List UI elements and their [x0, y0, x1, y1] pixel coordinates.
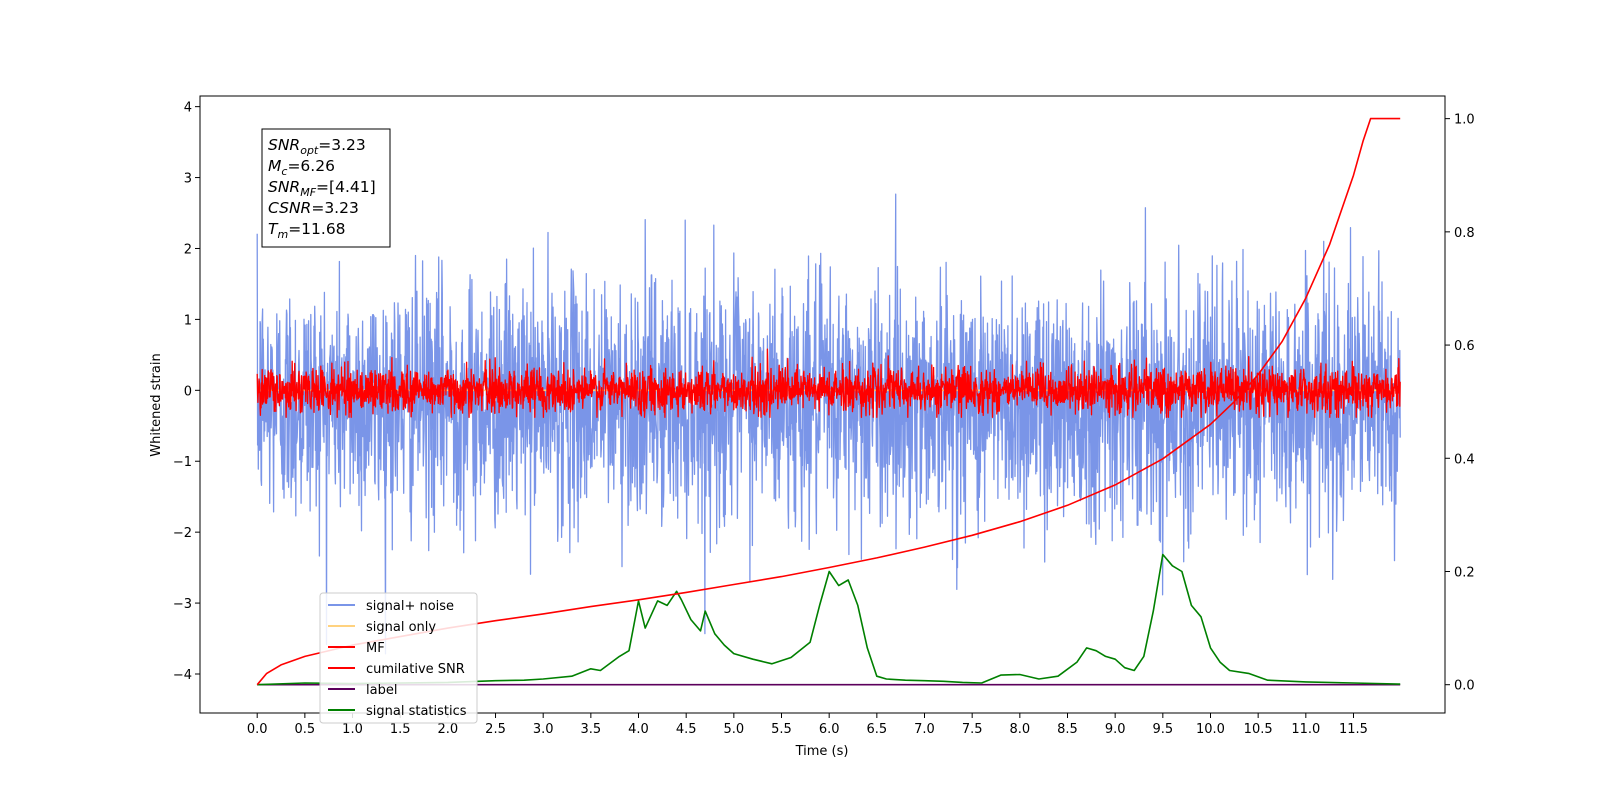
x-tick-label: 8.5 — [1057, 722, 1078, 737]
x-tick-label: 11.5 — [1339, 722, 1368, 737]
x-tick-label: 0.0 — [247, 722, 268, 737]
y-axis-label: Whitened strain — [149, 353, 164, 456]
y2-tick-label: 0.4 — [1454, 452, 1475, 467]
x-tick-label: 10.5 — [1244, 722, 1273, 737]
x-tick-label: 3.5 — [581, 722, 602, 737]
annotation-line: CSNR=3.23 — [268, 199, 359, 217]
y-axis-right: 1.0 0.8 0.6 0.4 0.2 0.0 — [1445, 113, 1475, 694]
y-tick-label: −2 — [173, 526, 192, 541]
y-tick-label: 2 — [184, 242, 192, 257]
legend: signal+ noise signal only MF cumilative SNR… — [319, 592, 478, 724]
x-tick-label: 1.0 — [342, 722, 363, 737]
y2-tick-label: 0.6 — [1454, 339, 1475, 354]
x-tick-label: 1.5 — [390, 722, 411, 737]
legend-entry-label: MF — [366, 641, 385, 656]
x-axis: 0.0 0.5 1.0 1.5 2.0 2.5 3.0 3.5 4.0 4.5 5.0 5.5 6.0 6… — [247, 713, 1368, 737]
x-tick-label: 5.5 — [771, 722, 792, 737]
y-tick-label: −1 — [173, 455, 192, 470]
y-tick-label: 4 — [184, 101, 192, 116]
x-tick-label: 7.5 — [962, 722, 983, 737]
annotation-frame — [261, 128, 391, 248]
x-tick-label: 8.0 — [1009, 722, 1030, 737]
x-tick-label: 11.0 — [1291, 722, 1320, 737]
y2-tick-label: 0.2 — [1454, 565, 1475, 580]
annotation-line: SNRMF=[4.41] — [268, 178, 376, 199]
x-tick-label: 3.0 — [533, 722, 554, 737]
x-tick-label: 6.0 — [819, 722, 840, 737]
legend-entry-label: cumilative SNR — [366, 662, 465, 677]
x-tick-label: 9.5 — [1152, 722, 1173, 737]
x-tick-label: 6.5 — [866, 722, 887, 737]
annotation-line: Tm=11.68 — [268, 220, 346, 241]
x-tick-label: 0.5 — [295, 722, 316, 737]
y2-tick-label: 0.8 — [1454, 226, 1475, 241]
y2-tick-label: 1.0 — [1454, 113, 1475, 128]
legend-frame — [319, 592, 478, 724]
plot-frame — [199, 95, 1446, 714]
series-signal-statistics-line — [257, 553, 1401, 686]
annotation-line: SNRopt=3.23 — [268, 136, 366, 157]
x-tick-label: 10.0 — [1196, 722, 1225, 737]
series-mf-line — [256, 348, 1401, 418]
y-tick-label: 3 — [184, 172, 192, 187]
y-axis-left: 4 3 2 1 0 −1 −2 −3 −4 — [173, 101, 200, 683]
x-tick-label: 4.5 — [676, 722, 697, 737]
y-tick-label: −3 — [173, 597, 192, 612]
x-tick-label: 4.0 — [628, 722, 649, 737]
x-axis-label: Time (s) — [795, 744, 849, 759]
x-tick-label: 9.0 — [1105, 722, 1126, 737]
legend-entry-label: signal only — [366, 620, 436, 635]
x-tick-label: 7.0 — [914, 722, 935, 737]
y-tick-label: −4 — [173, 668, 192, 683]
x-tick-label: 2.5 — [485, 722, 506, 737]
annotation-line: Mc=6.26 — [268, 157, 335, 178]
y-tick-label: 1 — [184, 313, 192, 328]
legend-entry-label: signal statistics — [366, 704, 467, 719]
legend-entry-label: signal+ noise — [366, 599, 454, 614]
y2-tick-label: 0.0 — [1454, 679, 1475, 694]
x-tick-label: 2.0 — [438, 722, 459, 737]
y-tick-label: 0 — [184, 384, 192, 399]
legend-entry-label: label — [366, 683, 397, 698]
x-tick-label: 5.0 — [724, 722, 745, 737]
